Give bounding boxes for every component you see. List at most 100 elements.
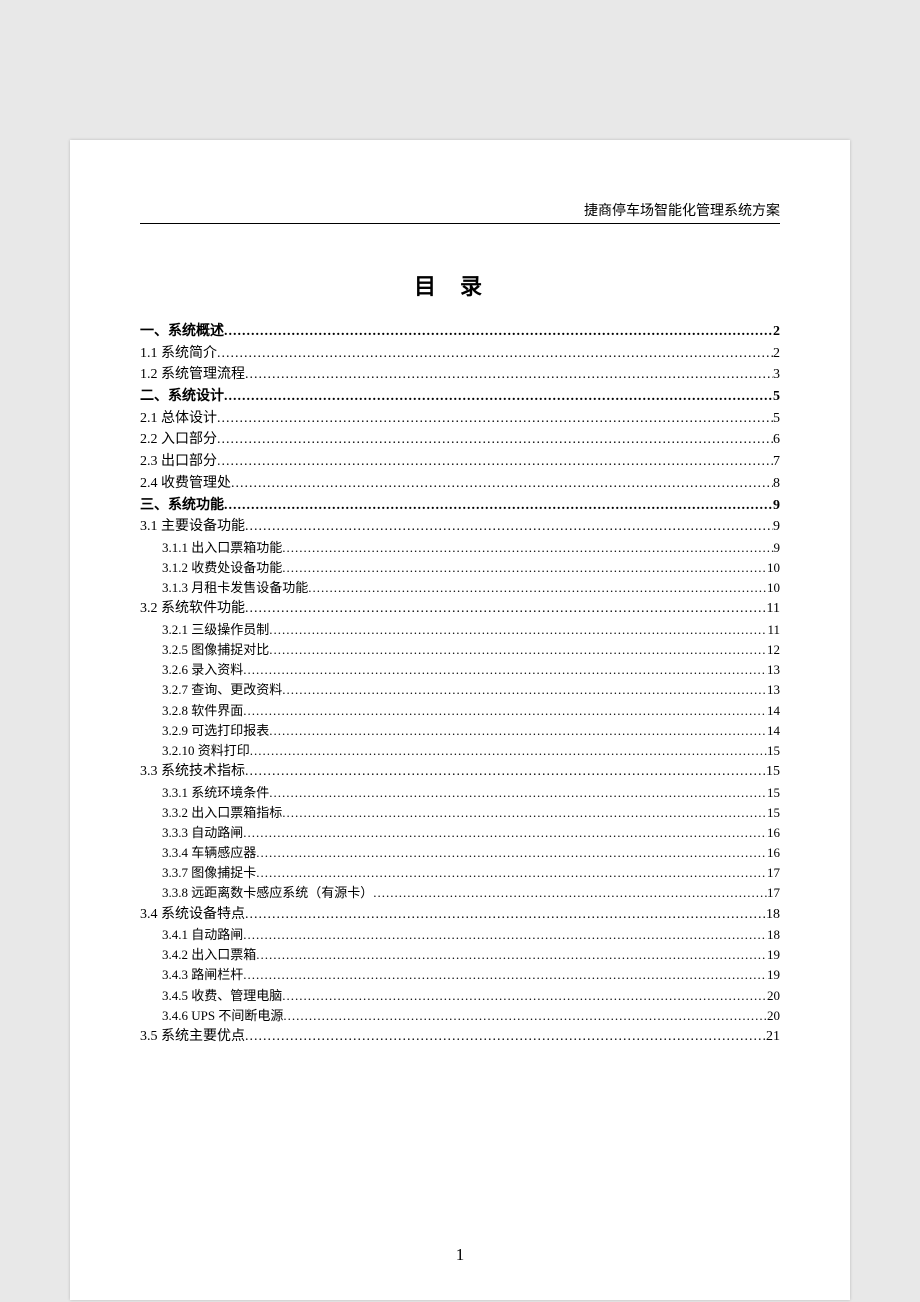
toc-entry-label: 3.1.1 出入口票箱功能 (162, 538, 282, 558)
toc-dots (231, 473, 773, 495)
toc-entry-page: 3 (773, 364, 780, 386)
toc-entry: 2.3 出口部分 7 (140, 451, 780, 473)
toc-entry-label: 2.4 收费管理处 (140, 473, 231, 495)
toc-entry: 3.1 主要设备功能 9 (140, 516, 780, 538)
toc-entry: 3.4 系统设备特点 18 (140, 904, 780, 926)
toc-entry-page: 21 (766, 1026, 780, 1048)
toc-entry-page: 15 (767, 741, 780, 761)
toc-entry-page: 9 (773, 495, 780, 517)
toc-entry-page: 13 (767, 680, 780, 700)
toc-dots (243, 925, 767, 945)
toc-dots (269, 620, 767, 640)
toc-entry-page: 20 (767, 1006, 780, 1026)
toc-entry-label: 3.1.2 收费处设备功能 (162, 558, 282, 578)
toc-entry-page: 11 (767, 620, 780, 640)
toc-entry-label: 3.2.8 软件界面 (162, 701, 243, 721)
toc-entry-label: 一、系统概述 (140, 321, 224, 343)
toc-entry: 2.2 入口部分 6 (140, 429, 780, 451)
toc-dots (269, 783, 767, 803)
toc-dots (269, 721, 767, 741)
toc-dots (217, 408, 773, 430)
toc-dots (245, 1026, 766, 1048)
toc-dots (245, 516, 773, 538)
toc-entry-page: 11 (767, 598, 780, 620)
toc-entry: 2.4 收费管理处 8 (140, 473, 780, 495)
toc-entry: 3.3.7 图像捕捉卡 17 (140, 863, 780, 883)
toc-dots (224, 386, 773, 408)
toc-dots (269, 640, 767, 660)
toc-entry-page: 5 (773, 408, 780, 430)
toc-dots (245, 364, 773, 386)
toc-entry-page: 15 (767, 803, 780, 823)
toc-dots (308, 578, 767, 598)
toc-entry: 3.2.10 资料打印 15 (140, 741, 780, 761)
page-number: 1 (70, 1245, 850, 1265)
toc-entry-label: 3.4.1 自动路闸 (162, 925, 243, 945)
toc-entry: 3.2 系统软件功能 11 (140, 598, 780, 620)
toc-entry-label: 1.1 系统简介 (140, 343, 217, 365)
toc-entry: 二、系统设计 5 (140, 386, 780, 408)
toc-entry-label: 3.1.3 月租卡发售设备功能 (162, 578, 308, 598)
toc-entry: 1.2 系统管理流程 3 (140, 364, 780, 386)
toc-entry-page: 7 (773, 451, 780, 473)
toc-entry: 3.4.1 自动路闸 18 (140, 925, 780, 945)
toc-dots (217, 429, 773, 451)
toc-entry-label: 三、系统功能 (140, 495, 224, 517)
toc-entry: 3.2.8 软件界面 14 (140, 701, 780, 721)
toc-dots (373, 883, 767, 903)
toc-entry-page: 16 (767, 843, 780, 863)
toc-dots (282, 803, 767, 823)
toc-entry: 3.2.9 可选打印报表 14 (140, 721, 780, 741)
toc-entry-page: 13 (767, 660, 780, 680)
toc-entry-label: 3.4 系统设备特点 (140, 904, 245, 926)
toc-dots (283, 1006, 767, 1026)
toc-dots (243, 965, 767, 985)
toc-entry-label: 3.1 主要设备功能 (140, 516, 245, 538)
toc-dots (224, 321, 773, 343)
toc-entry-page: 18 (767, 925, 780, 945)
toc-entry-label: 1.2 系统管理流程 (140, 364, 245, 386)
toc-entry-page: 10 (767, 578, 780, 598)
toc-entry-label: 3.2.9 可选打印报表 (162, 721, 269, 741)
toc-entry-label: 3.2.6 录入资料 (162, 660, 243, 680)
toc-entry: 3.2.1 三级操作员制 11 (140, 620, 780, 640)
toc-entry-label: 3.3.2 出入口票箱指标 (162, 803, 282, 823)
toc-entry-label: 3.4.5 收费、管理电脑 (162, 986, 282, 1006)
toc-entry-page: 19 (767, 945, 780, 965)
toc-entry: 2.1 总体设计 5 (140, 408, 780, 430)
toc-entry-page: 2 (773, 343, 780, 365)
toc-entry-page: 15 (766, 761, 780, 783)
toc-entry-page: 16 (767, 823, 780, 843)
toc-entry-label: 3.3.1 系统环境条件 (162, 783, 269, 803)
toc-entry-label: 二、系统设计 (140, 386, 224, 408)
toc-entry: 3.1.2 收费处设备功能 10 (140, 558, 780, 578)
toc-entry-page: 6 (773, 429, 780, 451)
toc-entry: 3.3.8 远距离数卡感应系统（有源卡） 17 (140, 883, 780, 903)
document-page: 捷商停车场智能化管理系统方案 目录 一、系统概述 21.1 系统简介 21.2 … (70, 140, 850, 1300)
toc-entry: 三、系统功能 9 (140, 495, 780, 517)
toc-entry-label: 3.2.5 图像捕捉对比 (162, 640, 269, 660)
page-header: 捷商停车场智能化管理系统方案 (140, 200, 780, 224)
toc-entry-label: 3.3.4 车辆感应器 (162, 843, 256, 863)
toc-dots (256, 945, 767, 965)
toc-entry: 一、系统概述 2 (140, 321, 780, 343)
toc-entry: 3.5 系统主要优点 21 (140, 1026, 780, 1048)
toc-entry-label: 3.4.2 出入口票箱 (162, 945, 256, 965)
toc-entry: 3.3.3 自动路闸 16 (140, 823, 780, 843)
toc-entry-label: 3.3 系统技术指标 (140, 761, 245, 783)
toc-entry-label: 2.2 入口部分 (140, 429, 217, 451)
toc-entry: 3.4.3 路闸栏杆 19 (140, 965, 780, 985)
toc-dots (282, 538, 773, 558)
toc-entry-label: 3.2.10 资料打印 (162, 741, 250, 761)
toc-entry: 3.4.6 UPS 不间断电源 20 (140, 1006, 780, 1026)
toc-dots (282, 558, 767, 578)
toc-entry-label: 3.2.1 三级操作员制 (162, 620, 269, 640)
toc-entry: 3.4.5 收费、管理电脑 20 (140, 986, 780, 1006)
toc-entry-label: 2.1 总体设计 (140, 408, 217, 430)
toc-entry-label: 3.2 系统软件功能 (140, 598, 245, 620)
toc-entry-page: 9 (773, 516, 780, 538)
toc-entry-label: 3.5 系统主要优点 (140, 1026, 245, 1048)
toc-entry-page: 14 (767, 721, 780, 741)
toc-entry-page: 14 (767, 701, 780, 721)
toc-entry-page: 15 (767, 783, 780, 803)
